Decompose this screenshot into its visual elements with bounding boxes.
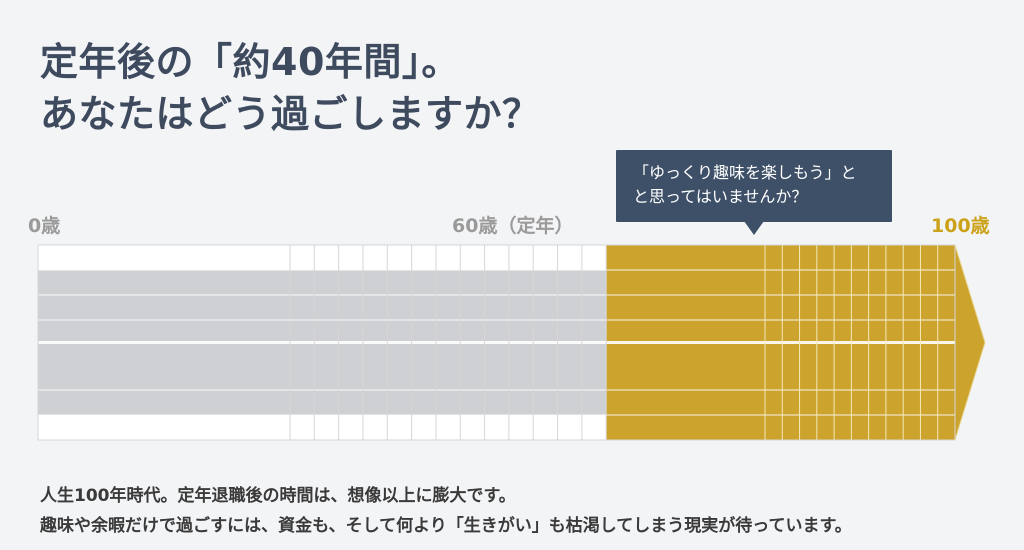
age-label-retirement: 60歳（定年）	[452, 215, 574, 237]
headline-line-2: あなたはどう過ごしますか？	[40, 92, 541, 137]
page-headline: 定年後の「約40年間」。 あなたはどう過ごしますか？	[40, 36, 541, 141]
body-line-2: 趣味や余暇だけで過ごすには、資金も、そして何より「生きがい」も枯渇してしまう現実…	[40, 515, 852, 536]
age-label-end: 100歳	[931, 215, 990, 237]
speech-callout: 「ゆっくり趣味を楽しもう」と と思ってはいませんか？	[616, 150, 892, 222]
timeline-border	[37, 244, 956, 441]
callout-line-2: と思ってはいませんか？	[633, 187, 808, 206]
headline-line-1: 定年後の「約40年間」。	[40, 40, 460, 84]
timeline-arrow-outline	[954, 244, 986, 441]
callout-pointer	[744, 221, 764, 235]
body-text: 人生100年時代。定年退職後の時間は、想像以上に膨大です。 趣味や余暇だけで過ご…	[40, 482, 852, 542]
body-line-1: 人生100年時代。定年退職後の時間は、想像以上に膨大です。	[40, 486, 516, 506]
callout-line-1: 「ゆっくり趣味を楽しもう」と	[633, 163, 857, 182]
age-label-start: 0歳	[28, 215, 61, 237]
